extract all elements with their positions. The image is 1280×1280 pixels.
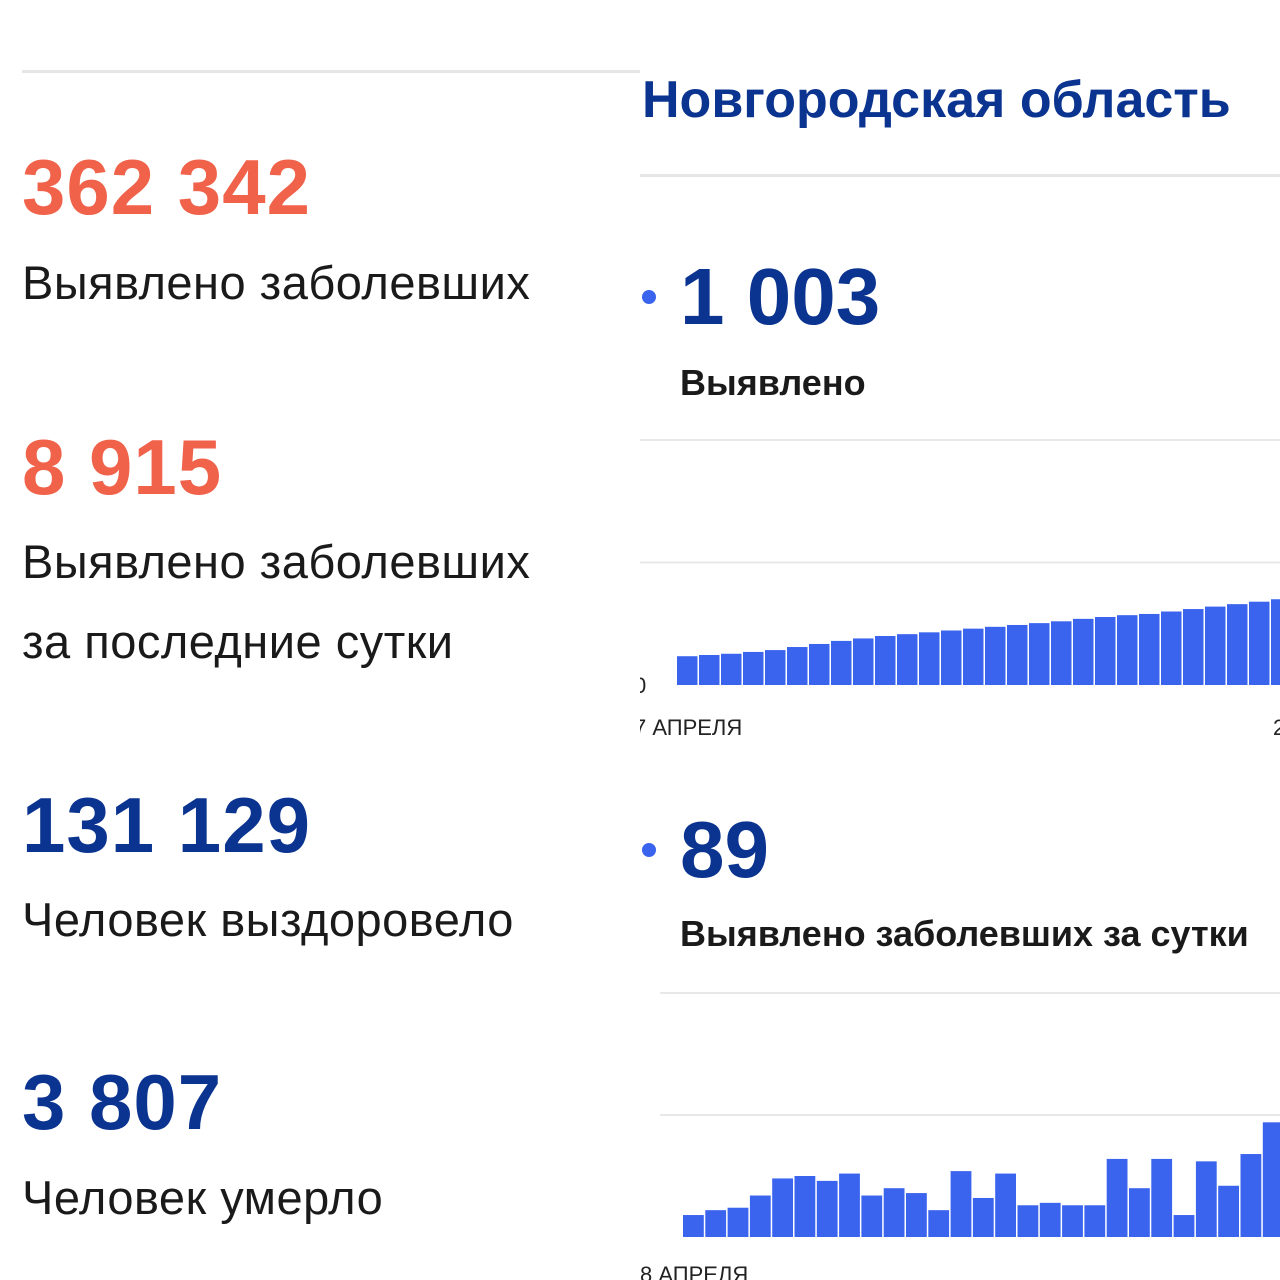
bar [875,636,896,685]
bar [1161,611,1182,685]
region-daily-label: Выявлено заболевших за сутки [680,913,1249,954]
bar [906,1193,927,1237]
region-total-value: 1 003 [680,252,881,341]
x-start-label: 8 АПРЕЛЯ [640,1262,748,1280]
bar [897,634,918,685]
bar [677,656,698,685]
bar [919,632,940,685]
bar [1271,599,1280,685]
russia-summary-panel: 362 342 Выявлено заболевших 8 915 Выявле… [22,70,640,1224]
bar [831,640,852,685]
bar [861,1195,883,1237]
bar [794,1176,816,1237]
y-tick-label: 0 [640,673,646,698]
deaths-label: Человек умерло [22,1171,384,1224]
bar [749,1195,771,1237]
bar [705,1210,727,1237]
bar [1029,623,1050,685]
bar [972,1197,994,1237]
bar [985,626,1006,685]
bar [1173,1215,1195,1237]
bar [928,1210,950,1237]
bar [683,1215,704,1237]
daily-total: 8 915 [22,423,223,511]
bar [883,1188,905,1237]
bar [1240,1154,1262,1237]
bar [727,1207,749,1237]
region-daily-value: 89 [680,805,769,894]
bar [1051,621,1072,685]
confirmed-label: Выявлено заболевших [22,256,531,309]
divider [22,70,640,73]
region-panel: Новгородская область 1 003 Выявлено 0 7 А… [640,0,1280,1280]
bar [963,628,984,685]
region-total-label: Выявлено [680,362,866,403]
bar [1117,615,1138,685]
bar [1205,606,1226,685]
bar [699,654,720,685]
bar [1106,1158,1128,1237]
series-dot-icon [642,290,656,304]
bar [941,630,962,685]
bar [995,1173,1016,1237]
bar [839,1173,860,1237]
bar [1183,609,1204,685]
bar [853,638,874,685]
x-end-label: 2 [1273,715,1280,740]
recovered-label: Человек выздоровело [22,893,514,946]
region-total-chart: 0 7 АПРЕЛЯ 2 [640,439,1280,740]
daily-label-line2: за последние сутки [22,615,454,668]
x-start-label: 7 АПРЕЛЯ [640,715,742,740]
deaths-total: 3 807 [22,1058,223,1146]
bar [1129,1188,1150,1237]
confirmed-total: 362 342 [22,143,311,231]
bar [1218,1185,1239,1237]
bar [1017,1205,1039,1237]
bar [1073,618,1094,685]
region-title: Новгородская область [642,71,1231,129]
series-dot-icon [642,843,656,857]
bar [765,650,786,685]
bar [1249,601,1270,685]
bar [1227,604,1248,685]
bar [816,1180,838,1237]
bar [1007,624,1028,685]
bar [1151,1158,1173,1237]
divider [640,174,1280,177]
bar [721,653,742,685]
bar [1195,1161,1217,1237]
bar [772,1178,793,1237]
bar [1095,617,1116,685]
bar [743,651,764,685]
bar [1062,1205,1083,1237]
bar [1084,1205,1106,1237]
daily-label-line1: Выявлено заболевших [22,535,531,588]
bar [809,643,830,685]
bar [1139,613,1160,685]
bar [1262,1122,1280,1237]
bar [1039,1202,1061,1237]
recovered-total: 131 129 [22,781,311,869]
bar [787,647,808,685]
bar [950,1171,972,1237]
